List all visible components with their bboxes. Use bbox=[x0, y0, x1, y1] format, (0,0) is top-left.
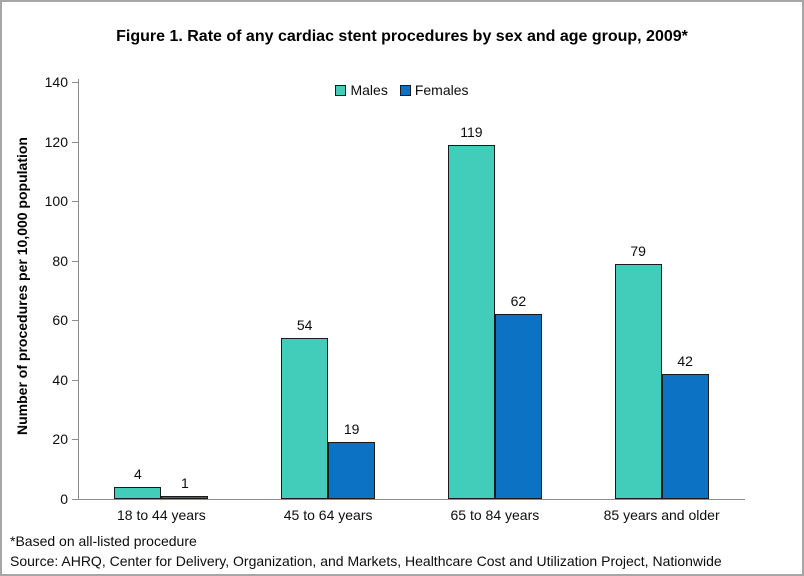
y-tick-mark bbox=[72, 439, 78, 441]
bar-males-18-to-44-years bbox=[114, 487, 162, 499]
y-tick-mark bbox=[72, 379, 78, 381]
category-label-85-years-and-older: 85 years and older bbox=[603, 507, 720, 523]
bar-females-18-to-44-years bbox=[161, 496, 209, 499]
legend-item-males: Males bbox=[335, 82, 388, 98]
legend-label: Males bbox=[350, 82, 388, 98]
y-tick-label: 0 bbox=[60, 491, 68, 507]
y-tick-mark bbox=[72, 320, 78, 322]
chart-title: Figure 1. Rate of any cardiac stent proc… bbox=[116, 28, 688, 45]
category-label-18-to-44-years: 18 to 44 years bbox=[117, 507, 206, 523]
bar-value-label: 119 bbox=[460, 124, 483, 140]
y-tick-mark bbox=[72, 499, 78, 500]
bar-value-label: 62 bbox=[510, 293, 527, 309]
y-tick-label: 140 bbox=[44, 74, 68, 90]
bar-females-65-to-84-years bbox=[494, 314, 542, 499]
y-tick-label: 20 bbox=[52, 431, 68, 448]
bar-females-45-to-64-years bbox=[328, 442, 376, 499]
bar-males-85-years-and-older bbox=[614, 264, 662, 499]
y-tick-mark bbox=[72, 260, 78, 262]
y-axis-title: Number of procedures per 10,000 populati… bbox=[14, 137, 30, 435]
y-tick-label: 60 bbox=[52, 312, 68, 329]
legend-swatch-males-icon bbox=[335, 84, 347, 96]
legend-item-females: Females bbox=[399, 82, 469, 98]
bar-males-45-to-64-years bbox=[281, 338, 329, 499]
y-axis-line bbox=[78, 79, 79, 500]
bar-value-label: 4 bbox=[133, 466, 142, 482]
footnote-asterisk: *Based on all-listed procedure bbox=[10, 533, 197, 549]
y-tick-label: 80 bbox=[52, 252, 68, 269]
bar-value-label: 79 bbox=[630, 243, 646, 259]
bar-females-85-years-and-older bbox=[661, 374, 709, 499]
bar-value-label: 1 bbox=[180, 475, 189, 491]
bar-value-label: 54 bbox=[296, 317, 313, 333]
bar-value-label: 19 bbox=[343, 421, 360, 437]
legend-label: Females bbox=[414, 82, 469, 98]
y-tick-mark bbox=[72, 141, 78, 143]
y-tick-label: 120 bbox=[44, 133, 68, 150]
legend-swatch-females-icon bbox=[399, 84, 411, 96]
category-label-45-to-64-years: 45 to 64 years bbox=[283, 507, 373, 523]
legend: Males Females bbox=[2, 82, 802, 98]
x-axis-line bbox=[78, 499, 745, 500]
y-tick-mark bbox=[72, 201, 78, 203]
y-tick-label: 40 bbox=[52, 371, 68, 388]
y-tick-mark bbox=[72, 82, 78, 83]
footnote-source: Source: AHRQ, Center for Delivery, Organ… bbox=[10, 553, 722, 569]
y-tick-label: 100 bbox=[44, 193, 68, 210]
category-label-65-to-84-years: 65 to 84 years bbox=[450, 507, 540, 523]
bar-males-65-to-84-years bbox=[447, 145, 495, 499]
bar-value-label: 42 bbox=[677, 353, 693, 369]
